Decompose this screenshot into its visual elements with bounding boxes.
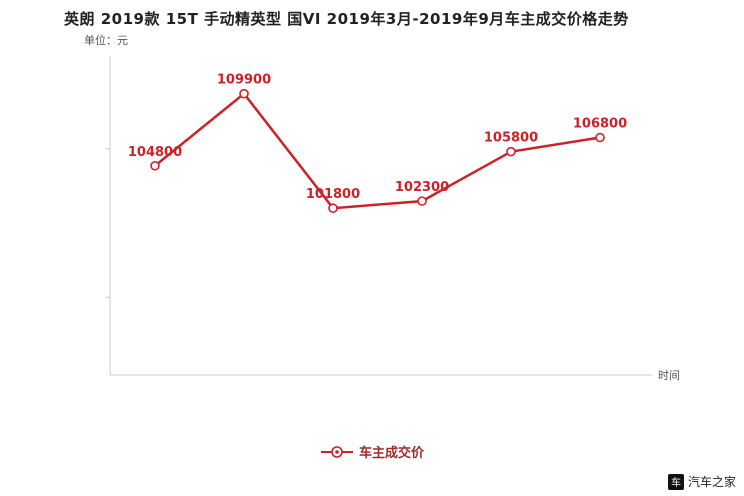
data-point bbox=[328, 203, 338, 213]
data-point-value-label: 102300 bbox=[395, 180, 449, 195]
x-axis-label: 时间 bbox=[658, 369, 680, 382]
data-point-value-label: 106800 bbox=[573, 117, 627, 132]
chart-title: 英朗 2019款 15T 手动精英型 国VI 2019年3月-2019年9月车主… bbox=[64, 10, 629, 28]
autohome-logo-icon: 车 bbox=[667, 473, 684, 490]
data-point-value-label: 101800 bbox=[306, 187, 360, 202]
data-point-value-label: 109900 bbox=[217, 73, 271, 88]
data-point bbox=[150, 160, 160, 171]
watermark: 车 汽车之家 bbox=[667, 473, 736, 490]
data-point-value-label: 105800 bbox=[484, 131, 538, 146]
y-axis-unit-label: 单位：元 bbox=[84, 34, 128, 47]
data-point bbox=[417, 196, 427, 206]
data-point-value-label: 104800 bbox=[128, 145, 182, 160]
data-point bbox=[595, 132, 605, 143]
watermark-text: 汽车之家 bbox=[687, 475, 736, 489]
legend-label: 车主成交价 bbox=[358, 446, 424, 461]
data-point bbox=[239, 88, 249, 99]
price-trend-line bbox=[154, 91, 601, 210]
data-point bbox=[506, 146, 516, 157]
legend-line-marker-icon bbox=[320, 445, 354, 459]
chart-legend: 车主成交价 bbox=[0, 442, 744, 461]
